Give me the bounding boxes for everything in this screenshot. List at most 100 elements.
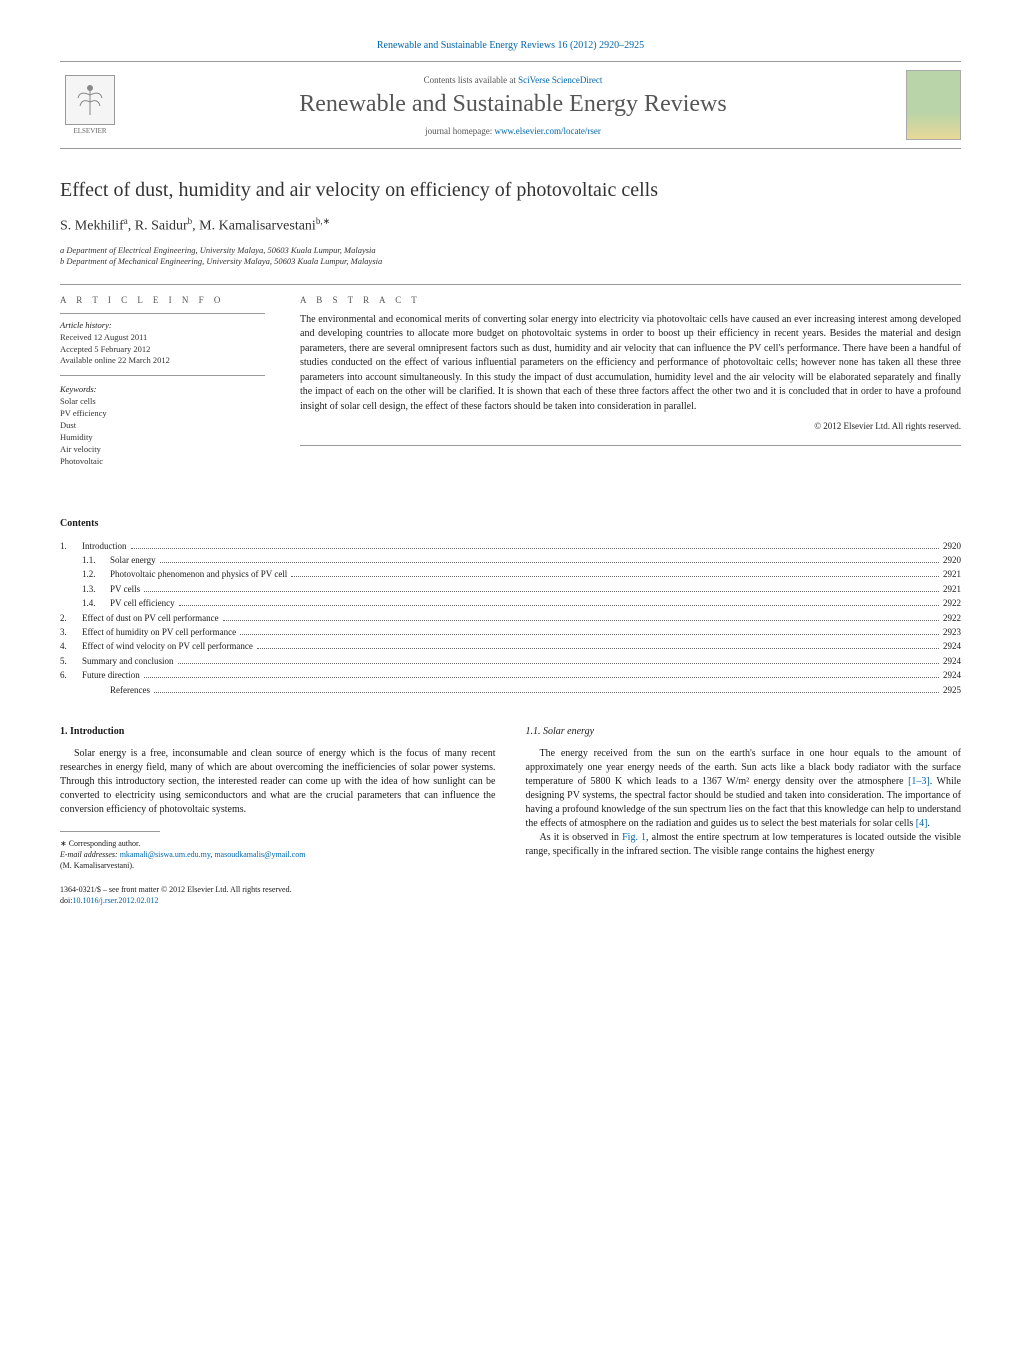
section-1-heading: 1. Introduction xyxy=(60,725,496,739)
issn-line: 1364-0321/$ – see front matter © 2012 El… xyxy=(60,884,496,895)
toc-title: PV cells xyxy=(110,582,140,596)
abstract-text: The environmental and economical merits … xyxy=(300,313,961,447)
fig-1-link[interactable]: Fig. 1 xyxy=(622,832,646,843)
body-columns: 1. Introduction Solar energy is a free, … xyxy=(60,725,961,906)
corr-author-name: (M. Kamalisarvestani). xyxy=(60,860,496,871)
contents-section: Contents 1.Introduction 29201.1.Solar ene… xyxy=(60,518,961,697)
toc-page: 2924 xyxy=(943,639,961,653)
toc-dots xyxy=(291,576,939,577)
author-1: S. Mekhilif xyxy=(60,219,124,234)
email-link-1[interactable]: mkamali@siswa.um.edu.my xyxy=(120,850,211,859)
article-info-heading: a r t i c l e i n f o xyxy=(60,295,265,305)
toc-number: 3. xyxy=(60,625,82,639)
toc-page: 2923 xyxy=(943,625,961,639)
toc-title: Effect of wind velocity on PV cell perfo… xyxy=(82,639,253,653)
toc-row: 1.1.Solar energy2920 xyxy=(60,553,961,567)
contents-list-line: Contents lists available at SciVerse Sci… xyxy=(120,75,906,85)
toc-page: 2921 xyxy=(943,567,961,581)
toc-dots xyxy=(179,605,939,606)
toc-row: 1.2.Photovoltaic phenomenon and physics … xyxy=(60,567,961,581)
toc-title: Summary and conclusion xyxy=(82,654,174,668)
section-1-1-heading: 1.1. Solar energy xyxy=(526,725,962,739)
article-title: Effect of dust, humidity and air velocit… xyxy=(60,179,961,202)
doi-line: doi:10.1016/j.rser.2012.02.012 xyxy=(60,895,496,906)
sciencedirect-link[interactable]: SciVerse ScienceDirect xyxy=(518,75,602,85)
keyword-item: Solar cells xyxy=(60,396,265,408)
journal-homepage-link[interactable]: www.elsevier.com/locate/rser xyxy=(495,126,601,136)
toc-row: 2.Effect of dust on PV cell performance2… xyxy=(60,611,961,625)
journal-homepage-line: journal homepage: www.elsevier.com/locat… xyxy=(120,126,906,136)
keyword-item: Dust xyxy=(60,420,265,432)
email-link-2[interactable]: masoudkamalis@ymail.com xyxy=(214,850,305,859)
contents-heading: Contents xyxy=(60,518,961,529)
elsevier-tree-icon xyxy=(65,75,115,125)
toc-title: References xyxy=(110,683,150,697)
toc-page: 2920 xyxy=(943,539,961,553)
toc-title: PV cell efficiency xyxy=(110,596,175,610)
toc-number: 4. xyxy=(60,639,82,653)
right-column: 1.1. Solar energy The energy received fr… xyxy=(526,725,962,906)
affiliation-b: b Department of Mechanical Engineering, … xyxy=(60,256,961,266)
toc-list: 1.Introduction29201.1.Solar energy29201.… xyxy=(60,539,961,697)
keyword-item: Photovoltaic xyxy=(60,456,265,468)
toc-dots xyxy=(257,648,939,649)
journal-cover-thumbnail xyxy=(906,70,961,140)
toc-dots xyxy=(131,548,940,549)
toc-dots xyxy=(154,692,939,693)
toc-page: 2924 xyxy=(943,654,961,668)
toc-dots xyxy=(240,634,939,635)
toc-page: 2920 xyxy=(943,553,961,567)
ref-link-1-3[interactable]: [1–3] xyxy=(908,776,930,787)
publisher-name: ELSEVIER xyxy=(65,127,115,135)
history-received: Received 12 August 2011 xyxy=(60,332,265,344)
toc-title: Effect of dust on PV cell performance xyxy=(82,611,219,625)
keywords-block: Keywords: Solar cellsPV efficiencyDustHu… xyxy=(60,384,265,475)
author-2: , R. Saidur xyxy=(128,219,188,234)
toc-page: 2922 xyxy=(943,611,961,625)
toc-dots xyxy=(160,562,939,563)
history-online: Available online 22 March 2012 xyxy=(60,355,265,367)
abstract-heading: a b s t r a c t xyxy=(300,295,961,305)
sec11-para-2: As it is observed in Fig. 1, almost the … xyxy=(526,831,962,859)
article-history-block: Article history: Received 12 August 2011… xyxy=(60,313,265,377)
keywords-label: Keywords: xyxy=(60,384,265,394)
banner-center: Contents lists available at SciVerse Sci… xyxy=(120,75,906,136)
toc-number: 1. xyxy=(60,539,82,553)
email-label: E-mail addresses: xyxy=(60,850,120,859)
email-line: E-mail addresses: mkamali@siswa.um.edu.m… xyxy=(60,849,496,860)
authors-line: S. Mekhilifa, R. Saidurb, M. Kamalisarve… xyxy=(60,216,961,235)
keyword-item: PV efficiency xyxy=(60,408,265,420)
sec11-para-1: The energy received from the sun on the … xyxy=(526,747,962,831)
sec11-text-1c: . xyxy=(927,818,930,829)
ref-link-4[interactable]: [4] xyxy=(916,818,928,829)
history-label: Article history: xyxy=(60,320,265,330)
header-citation: Renewable and Sustainable Energy Reviews… xyxy=(60,40,961,51)
toc-title: Future direction xyxy=(82,668,140,682)
abstract-body: The environmental and economical merits … xyxy=(300,314,961,412)
abstract-column: a b s t r a c t The environmental and ec… xyxy=(280,285,961,494)
author-3: , M. Kamalisarvestani xyxy=(192,219,316,234)
copyright-line: © 2012 Elsevier Ltd. All rights reserved… xyxy=(300,420,961,433)
author-3-affil: b,∗ xyxy=(316,216,330,226)
publisher-logo: ELSEVIER xyxy=(60,70,120,140)
toc-row: 5.Summary and conclusion 2924 xyxy=(60,654,961,668)
left-column: 1. Introduction Solar energy is a free, … xyxy=(60,725,496,906)
corresponding-author-footnote: ∗ Corresponding author. E-mail addresses… xyxy=(60,838,496,872)
toc-title: Introduction xyxy=(82,539,127,553)
toc-page: 2922 xyxy=(943,596,961,610)
toc-row: 6.Future direction 2924 xyxy=(60,668,961,682)
article-info-column: a r t i c l e i n f o Article history: R… xyxy=(60,285,280,494)
info-abstract-row: a r t i c l e i n f o Article history: R… xyxy=(60,284,961,494)
toc-row: 1.4.PV cell efficiency 2922 xyxy=(60,596,961,610)
doi-link[interactable]: 10.1016/j.rser.2012.02.012 xyxy=(72,896,158,905)
journal-banner: ELSEVIER Contents lists available at Sci… xyxy=(60,61,961,149)
keyword-item: Humidity xyxy=(60,432,265,444)
sec11-text-2a: As it is observed in xyxy=(540,832,623,843)
toc-dots xyxy=(223,620,939,621)
toc-number: 6. xyxy=(60,668,82,682)
affiliations: a Department of Electrical Engineering, … xyxy=(60,245,961,266)
toc-number: 5. xyxy=(60,654,82,668)
toc-page: 2924 xyxy=(943,668,961,682)
toc-row: 4.Effect of wind velocity on PV cell per… xyxy=(60,639,961,653)
toc-subnumber: 1.4. xyxy=(82,596,110,610)
